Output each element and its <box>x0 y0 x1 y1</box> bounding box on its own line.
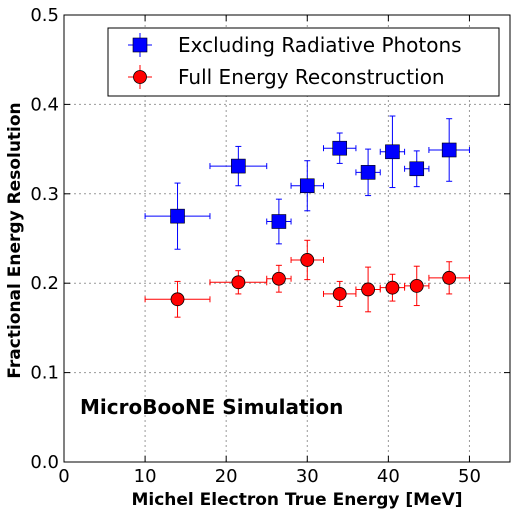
data-point <box>231 275 246 290</box>
annotation: MicroBooNE Simulation <box>80 395 343 419</box>
series-1 <box>144 115 470 250</box>
data-point <box>441 142 457 158</box>
series-2 <box>144 239 470 318</box>
legend-circle-marker <box>133 70 147 84</box>
x-tick-label: 40 <box>377 466 400 487</box>
data-point <box>170 292 185 307</box>
data-point <box>170 208 185 224</box>
x-axis-title: Michel Electron True Energy [MeV] <box>131 490 462 510</box>
y-tick-label: 0.3 <box>30 184 59 205</box>
data-point <box>332 287 347 301</box>
x-tick-label: 50 <box>458 466 481 487</box>
y-axis-title: Fractional Energy Resolution <box>5 102 25 378</box>
data-point <box>409 161 425 177</box>
data-point <box>442 270 457 285</box>
data-point <box>385 280 400 295</box>
y-tick-label: 0.2 <box>30 273 59 294</box>
data-point <box>300 253 315 267</box>
legend: Excluding Radiative Photons Full Energy R… <box>107 27 500 97</box>
legend-label: Full Energy Reconstruction <box>178 65 445 89</box>
data-point <box>271 271 286 286</box>
legend-item-1: Excluding Radiative Photons <box>128 33 462 57</box>
legend-label: Excluding Radiative Photons <box>178 33 462 57</box>
data-point <box>409 278 424 293</box>
ticks: 0 10 20 30 40 50 0.0 0.1 0.2 0.3 0.4 0.5 <box>30 5 510 487</box>
legend-box <box>107 27 500 97</box>
y-tick-label: 0.1 <box>30 363 59 384</box>
data-point <box>385 144 400 160</box>
plot-frame <box>63 14 511 463</box>
data-point <box>299 178 315 194</box>
legend-item-2: Full Energy Reconstruction <box>128 65 445 89</box>
x-tick-label: 10 <box>134 466 157 487</box>
legend-square-marker <box>132 37 148 53</box>
data-marks <box>144 115 470 318</box>
data-point <box>271 214 287 229</box>
data-point <box>361 282 375 297</box>
y-tick-label: 0.4 <box>30 94 59 115</box>
data-point <box>332 140 348 156</box>
y-tick-label: 0.0 <box>30 452 59 473</box>
x-tick-label: 30 <box>296 466 319 487</box>
y-tick-label: 0.5 <box>30 5 59 26</box>
grid <box>64 15 510 462</box>
x-tick-label: 0 <box>58 466 69 487</box>
data-point <box>360 165 376 180</box>
x-tick-label: 20 <box>215 466 238 487</box>
data-point <box>231 158 246 174</box>
